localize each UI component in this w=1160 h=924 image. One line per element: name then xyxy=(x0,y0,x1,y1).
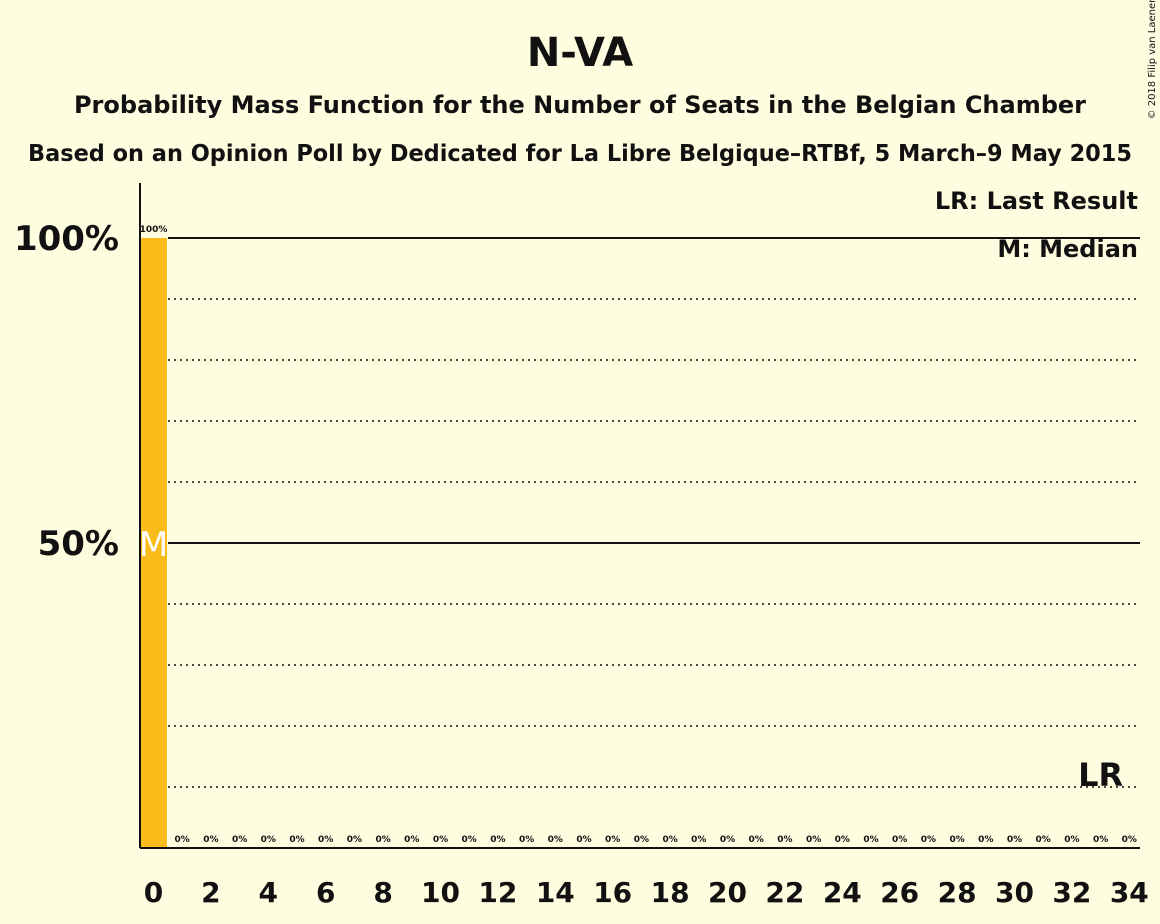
x-tick-label: 28 xyxy=(938,876,977,909)
bar-value-label: 0% xyxy=(892,835,907,845)
x-tick-label: 0 xyxy=(144,876,163,909)
bar-value-label: 0% xyxy=(777,835,792,845)
bar-value-label: 0% xyxy=(1007,835,1022,845)
plot-area: 100%0% 0% 0% 0% 0% 0% 0% 0% 0% 0% 0% 0% 0% 0% 0% 0% 0% 0%… xyxy=(14,183,1149,909)
bar xyxy=(140,238,167,848)
x-tick-label: 16 xyxy=(593,876,632,909)
bar-value-label: 0% xyxy=(1122,835,1137,845)
legend-last-result: LR: Last Result xyxy=(935,187,1138,215)
chart-subtitle: Probability Mass Function for the Number… xyxy=(74,91,1086,119)
x-tick-label: 2 xyxy=(201,876,220,909)
bar-value-label: 100% xyxy=(140,225,168,235)
x-tick-label: 22 xyxy=(765,876,804,909)
x-tick-label: 24 xyxy=(823,876,862,909)
x-tick-label: 8 xyxy=(373,876,392,909)
bar-value-label: 0% xyxy=(949,835,964,845)
copyright-notice: © 2018 Filip van Laenen xyxy=(1147,0,1158,119)
bar-value-label: 0% xyxy=(232,835,247,845)
bar-value-label: 0% xyxy=(806,835,821,845)
bar-value-label: 0% xyxy=(662,835,677,845)
bar-value-label: 0% xyxy=(1064,835,1079,845)
bar-value-label: 0% xyxy=(490,835,505,845)
bar-value-label: 0% xyxy=(548,835,563,845)
bar-value-label: 0% xyxy=(462,835,477,845)
bar-value-label: 0% xyxy=(720,835,735,845)
bar-value-label: 0% xyxy=(749,835,764,845)
x-tick-label: 6 xyxy=(316,876,335,909)
bar-value-label: 0% xyxy=(261,835,276,845)
bar-value-label: 0% xyxy=(433,835,448,845)
y-tick-label: 100% xyxy=(14,219,119,259)
median-marker: M xyxy=(139,525,168,565)
x-tick-label: 20 xyxy=(708,876,747,909)
bar-value-label: 0% xyxy=(519,835,534,845)
bar-value-label: 0% xyxy=(318,835,333,845)
bar-value-label: 0% xyxy=(347,835,362,845)
bar-value-label: 0% xyxy=(1093,835,1108,845)
bar-value-label: 0% xyxy=(921,835,936,845)
bar-value-label: 0% xyxy=(175,835,190,845)
legend-median: M: Median xyxy=(997,235,1138,263)
chart-subtitle-source: Based on an Opinion Poll by Dedicated fo… xyxy=(28,141,1132,167)
bar-value-label: 0% xyxy=(576,835,591,845)
bar-value-label: 0% xyxy=(978,835,993,845)
bar-value-label: 0% xyxy=(289,835,304,845)
y-tick-label: 50% xyxy=(38,524,119,564)
last-result-marker: LR xyxy=(1078,756,1123,794)
bar-value-label: 0% xyxy=(863,835,878,845)
bar-value-label: 0% xyxy=(203,835,218,845)
bar-value-label: 0% xyxy=(634,835,649,845)
x-tick-label: 26 xyxy=(880,876,919,909)
bar-value-label: 0% xyxy=(835,835,850,845)
x-tick-label: 14 xyxy=(536,876,575,909)
x-tick-label: 30 xyxy=(995,876,1034,909)
bar-value-label: 0% xyxy=(605,835,620,845)
x-tick-label: 10 xyxy=(421,876,460,909)
bar-value-label: 0% xyxy=(375,835,390,845)
chart-title: N-VA xyxy=(527,30,633,76)
x-tick-label: 18 xyxy=(651,876,690,909)
bar-value-label: 0% xyxy=(691,835,706,845)
bar-value-label: 0% xyxy=(404,835,419,845)
x-tick-label: 12 xyxy=(478,876,517,909)
x-tick-label: 32 xyxy=(1052,876,1091,909)
bar-value-label: 0% xyxy=(1036,835,1051,845)
x-tick-label: 4 xyxy=(259,876,278,909)
x-tick-label: 34 xyxy=(1110,876,1149,909)
